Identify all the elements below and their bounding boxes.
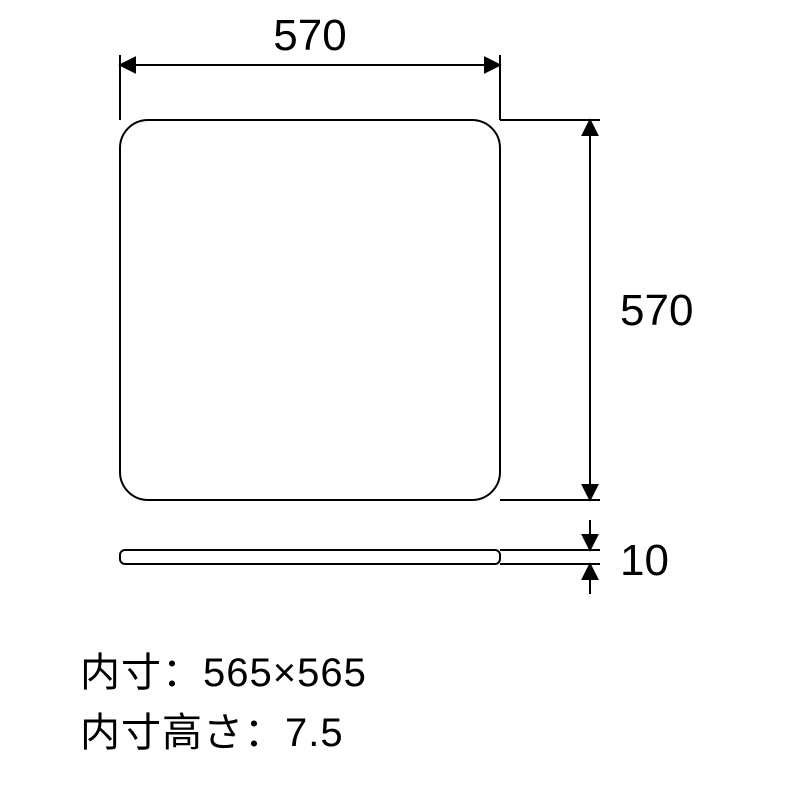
dim-label-right: 570 bbox=[620, 286, 693, 335]
note-line-1: 内寸：565×565 bbox=[80, 640, 367, 698]
note1-value: 565×565 bbox=[203, 651, 367, 695]
note1-label: 内寸 bbox=[80, 651, 162, 695]
dim-label-thickness: 10 bbox=[620, 536, 669, 585]
note2-sep: ： bbox=[244, 711, 285, 755]
note-line-2: 内寸高さ：7.5 bbox=[80, 700, 344, 758]
note2-value: 7.5 bbox=[285, 711, 344, 755]
side-profile bbox=[120, 550, 500, 564]
top-view-square bbox=[120, 120, 500, 500]
note2-label: 内寸高さ bbox=[80, 711, 244, 755]
dim-label-top: 570 bbox=[273, 11, 346, 60]
note1-sep: ： bbox=[162, 651, 203, 695]
